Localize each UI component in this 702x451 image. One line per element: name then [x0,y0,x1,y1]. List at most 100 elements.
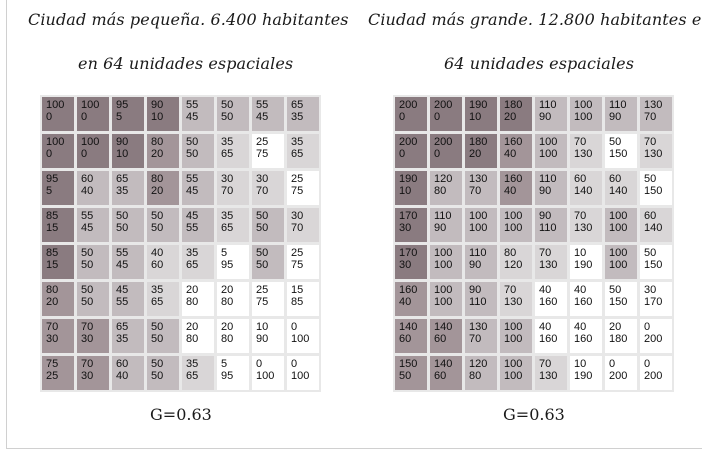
cell-value-top: 140 [434,321,453,333]
cell-value-top: 20 [186,284,199,296]
grid-cell: 40 60 [147,245,179,279]
cell-value-bottom: 85 [291,296,304,308]
cell-value-top: 100 [434,284,453,296]
cell-value-top: 160 [399,284,418,296]
cell-value-top: 100 [46,99,65,111]
grid-cell: 25 75 [252,282,284,316]
cell-value-top: 35 [221,210,234,222]
cell-value-bottom: 65 [151,296,164,308]
cell-value-top: 100 [504,358,523,370]
grid-cell: 40 160 [535,282,567,316]
grid-cell: 100 100 [430,245,462,279]
cell-value-bottom: 110 [469,296,487,308]
grid-cell: 120 80 [465,356,497,390]
cell-value-bottom: 100 [434,259,453,271]
grid-cell: 55 45 [252,97,284,131]
cell-value-top: 130 [469,173,488,185]
cell-value-top: 170 [399,247,418,259]
cell-value-bottom: 0 [434,111,441,123]
cell-value-top: 70 [81,358,94,370]
cell-value-bottom: 45 [116,259,129,271]
grid-cell: 170 30 [395,208,427,242]
cell-value-bottom: 90 [256,333,269,345]
cell-value-bottom: 75 [291,185,304,197]
cell-value-bottom: 100 [504,333,523,345]
grid-cell: 50 50 [147,208,179,242]
cell-value-bottom: 130 [539,370,558,382]
cell-value-top: 110 [539,173,557,185]
cell-value-bottom: 45 [81,222,94,234]
cell-value-top: 110 [609,99,627,111]
cell-value-bottom: 30 [81,333,94,345]
grid-cell: 50 150 [605,282,637,316]
cell-value-top: 10 [574,247,587,259]
cell-value-top: 70 [574,210,587,222]
grid-cell: 100 100 [535,134,567,168]
cell-value-bottom: 30 [399,222,412,234]
cell-value-top: 35 [186,358,199,370]
grid-cell: 0 200 [640,319,672,353]
cell-value-top: 5 [221,358,228,370]
grid-cell: 100 100 [500,319,532,353]
cell-value-top: 80 [151,136,164,148]
cell-value-bottom: 15 [46,259,59,271]
grid-cell: 100 100 [430,282,462,316]
grid-cell: 0 200 [640,356,672,390]
cell-value-top: 50 [256,210,269,222]
cell-value-top: 65 [116,173,129,185]
grid-cell: 60 140 [570,171,602,205]
cell-value-bottom: 90 [469,259,482,271]
cell-value-bottom: 100 [609,259,628,271]
grid-cell: 95 5 [112,97,144,131]
cell-value-bottom: 50 [186,148,199,160]
cell-value-bottom: 90 [539,111,552,123]
cell-value-bottom: 60 [434,370,447,382]
grid-cell: 160 40 [395,282,427,316]
cell-value-top: 140 [434,358,453,370]
cell-value-top: 40 [539,321,552,333]
cell-value-top: 90 [539,210,552,222]
cell-value-top: 150 [399,358,418,370]
cell-value-bottom: 80 [221,296,234,308]
grid-cell: 160 40 [500,134,532,168]
cell-value-top: 45 [186,210,199,222]
grid-cell: 5 95 [217,356,249,390]
grid-cell: 5 95 [217,245,249,279]
grid-cell: 70 130 [570,208,602,242]
grid-cell: 200 0 [395,97,427,131]
cell-value-bottom: 55 [116,296,129,308]
grid-cell: 20 80 [182,319,214,353]
cell-value-bottom: 160 [574,296,593,308]
cell-value-bottom: 190 [574,370,593,382]
cell-value-top: 35 [291,136,304,148]
cell-value-top: 100 [574,99,593,111]
cell-value-bottom: 60 [151,259,164,271]
cell-value-bottom: 50 [256,222,269,234]
grid-cell: 50 50 [217,97,249,131]
grid-cell: 90 10 [112,134,144,168]
grid-cell: 10 190 [570,356,602,390]
cell-value-top: 40 [574,284,587,296]
cell-value-bottom: 30 [81,370,94,382]
cell-value-top: 50 [81,284,94,296]
cell-value-bottom: 100 [504,370,523,382]
cell-value-bottom: 20 [469,148,482,160]
grid-cell: 60 140 [640,208,672,242]
cell-value-top: 50 [151,210,164,222]
grid-cell: 50 50 [77,282,109,316]
cell-value-bottom: 65 [221,222,234,234]
grid-cell: 55 45 [112,245,144,279]
grid-cell: 35 65 [147,282,179,316]
cell-value-bottom: 190 [574,259,593,271]
cell-value-top: 95 [46,173,59,185]
cell-value-top: 110 [434,210,452,222]
cell-value-bottom: 45 [186,185,199,197]
cell-value-top: 200 [399,99,418,111]
grid-cell: 70 130 [535,356,567,390]
grid-cell: 45 55 [112,282,144,316]
grid-cell: 180 20 [500,97,532,131]
cell-value-bottom: 65 [186,370,199,382]
grid-cell: 50 50 [252,245,284,279]
cell-value-top: 100 [434,247,453,259]
grid-cell: 90 110 [535,208,567,242]
